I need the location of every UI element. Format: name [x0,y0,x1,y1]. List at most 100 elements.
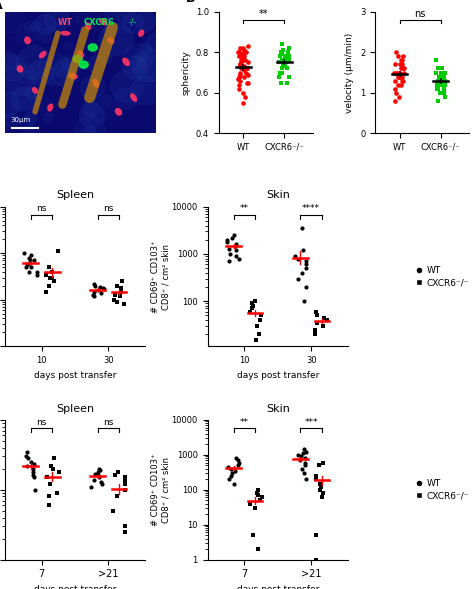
Point [30,256,37,265]
Point [228,233,236,243]
Point [45,501,53,510]
Circle shape [45,7,70,31]
Circle shape [84,127,95,137]
Point [399,76,406,85]
Point [399,52,406,61]
Point [294,450,301,459]
Circle shape [118,7,135,24]
Circle shape [124,44,154,71]
Point [51,454,58,463]
Point [245,70,252,80]
Point [55,247,62,256]
Point [240,62,248,71]
Point [237,64,245,73]
Point [54,488,61,498]
Polygon shape [48,104,53,111]
Point [256,495,264,505]
Point [278,64,286,73]
Point [241,66,248,75]
Point [46,479,54,489]
Point [301,468,308,478]
Point [237,52,245,61]
Point [294,274,302,283]
Point [236,62,244,71]
Point [441,76,448,85]
Point [26,256,34,265]
Point [279,45,286,55]
Point [98,479,105,489]
Point [110,295,118,305]
Point [435,84,442,94]
Point [121,473,129,482]
Point [391,84,399,94]
Point [27,251,35,260]
Point [240,55,247,65]
X-axis label: days post transfer: days post transfer [237,370,319,380]
Y-axis label: sphericity: sphericity [181,50,190,95]
Circle shape [26,90,48,111]
Polygon shape [88,44,97,51]
Point [48,267,56,276]
Point [438,64,446,73]
Point [29,471,36,480]
Point [235,52,242,61]
Y-axis label: # CD69⁺ CD103⁺
CD8⁺ / cm² skin: # CD69⁺ CD103⁺ CD8⁺ / cm² skin [151,240,170,313]
Point [275,58,283,67]
Point [46,281,53,290]
Point [236,68,243,77]
Point [441,84,448,94]
Point [20,249,28,258]
Circle shape [35,15,56,34]
Point [255,491,262,500]
Point [91,279,98,289]
Point [235,72,242,81]
Point [94,467,101,477]
Point [227,464,235,474]
Point [236,59,244,69]
Point [232,240,240,249]
Point [253,488,260,498]
Point [25,253,32,263]
Point [435,72,442,81]
Point [434,84,441,94]
Circle shape [137,59,146,68]
X-axis label: days post transfer: days post transfer [237,585,319,589]
Point [55,467,63,477]
Point [114,492,121,501]
Circle shape [99,24,133,55]
Point [237,70,244,80]
Polygon shape [93,80,99,87]
Point [240,48,248,57]
Point [302,475,310,484]
Point [91,469,99,478]
Legend: WT, CXCR6⁻/⁻: WT, CXCR6⁻/⁻ [415,479,469,501]
Point [23,259,31,269]
Point [240,52,248,61]
Point [242,48,249,57]
Point [316,479,323,488]
Text: ns: ns [103,418,114,426]
Point [318,482,325,492]
Circle shape [25,21,36,32]
Point [397,55,405,65]
Point [239,44,246,53]
Circle shape [101,96,112,106]
Point [257,310,264,320]
Circle shape [79,104,104,127]
Point [243,64,250,73]
Point [232,252,239,261]
Point [441,80,448,90]
Point [284,48,292,57]
Point [25,267,33,276]
Point [285,54,292,63]
Point [311,325,319,335]
Point [302,257,310,266]
Point [230,230,237,240]
Circle shape [44,113,53,122]
Point [436,88,444,97]
Point [282,54,290,63]
Point [440,72,447,81]
Point [245,41,252,51]
Y-axis label: # CD69⁺ CD103⁺
CD8⁺ / cm² skin: # CD69⁺ CD103⁺ CD8⁺ / cm² skin [151,454,170,526]
Point [248,304,255,313]
